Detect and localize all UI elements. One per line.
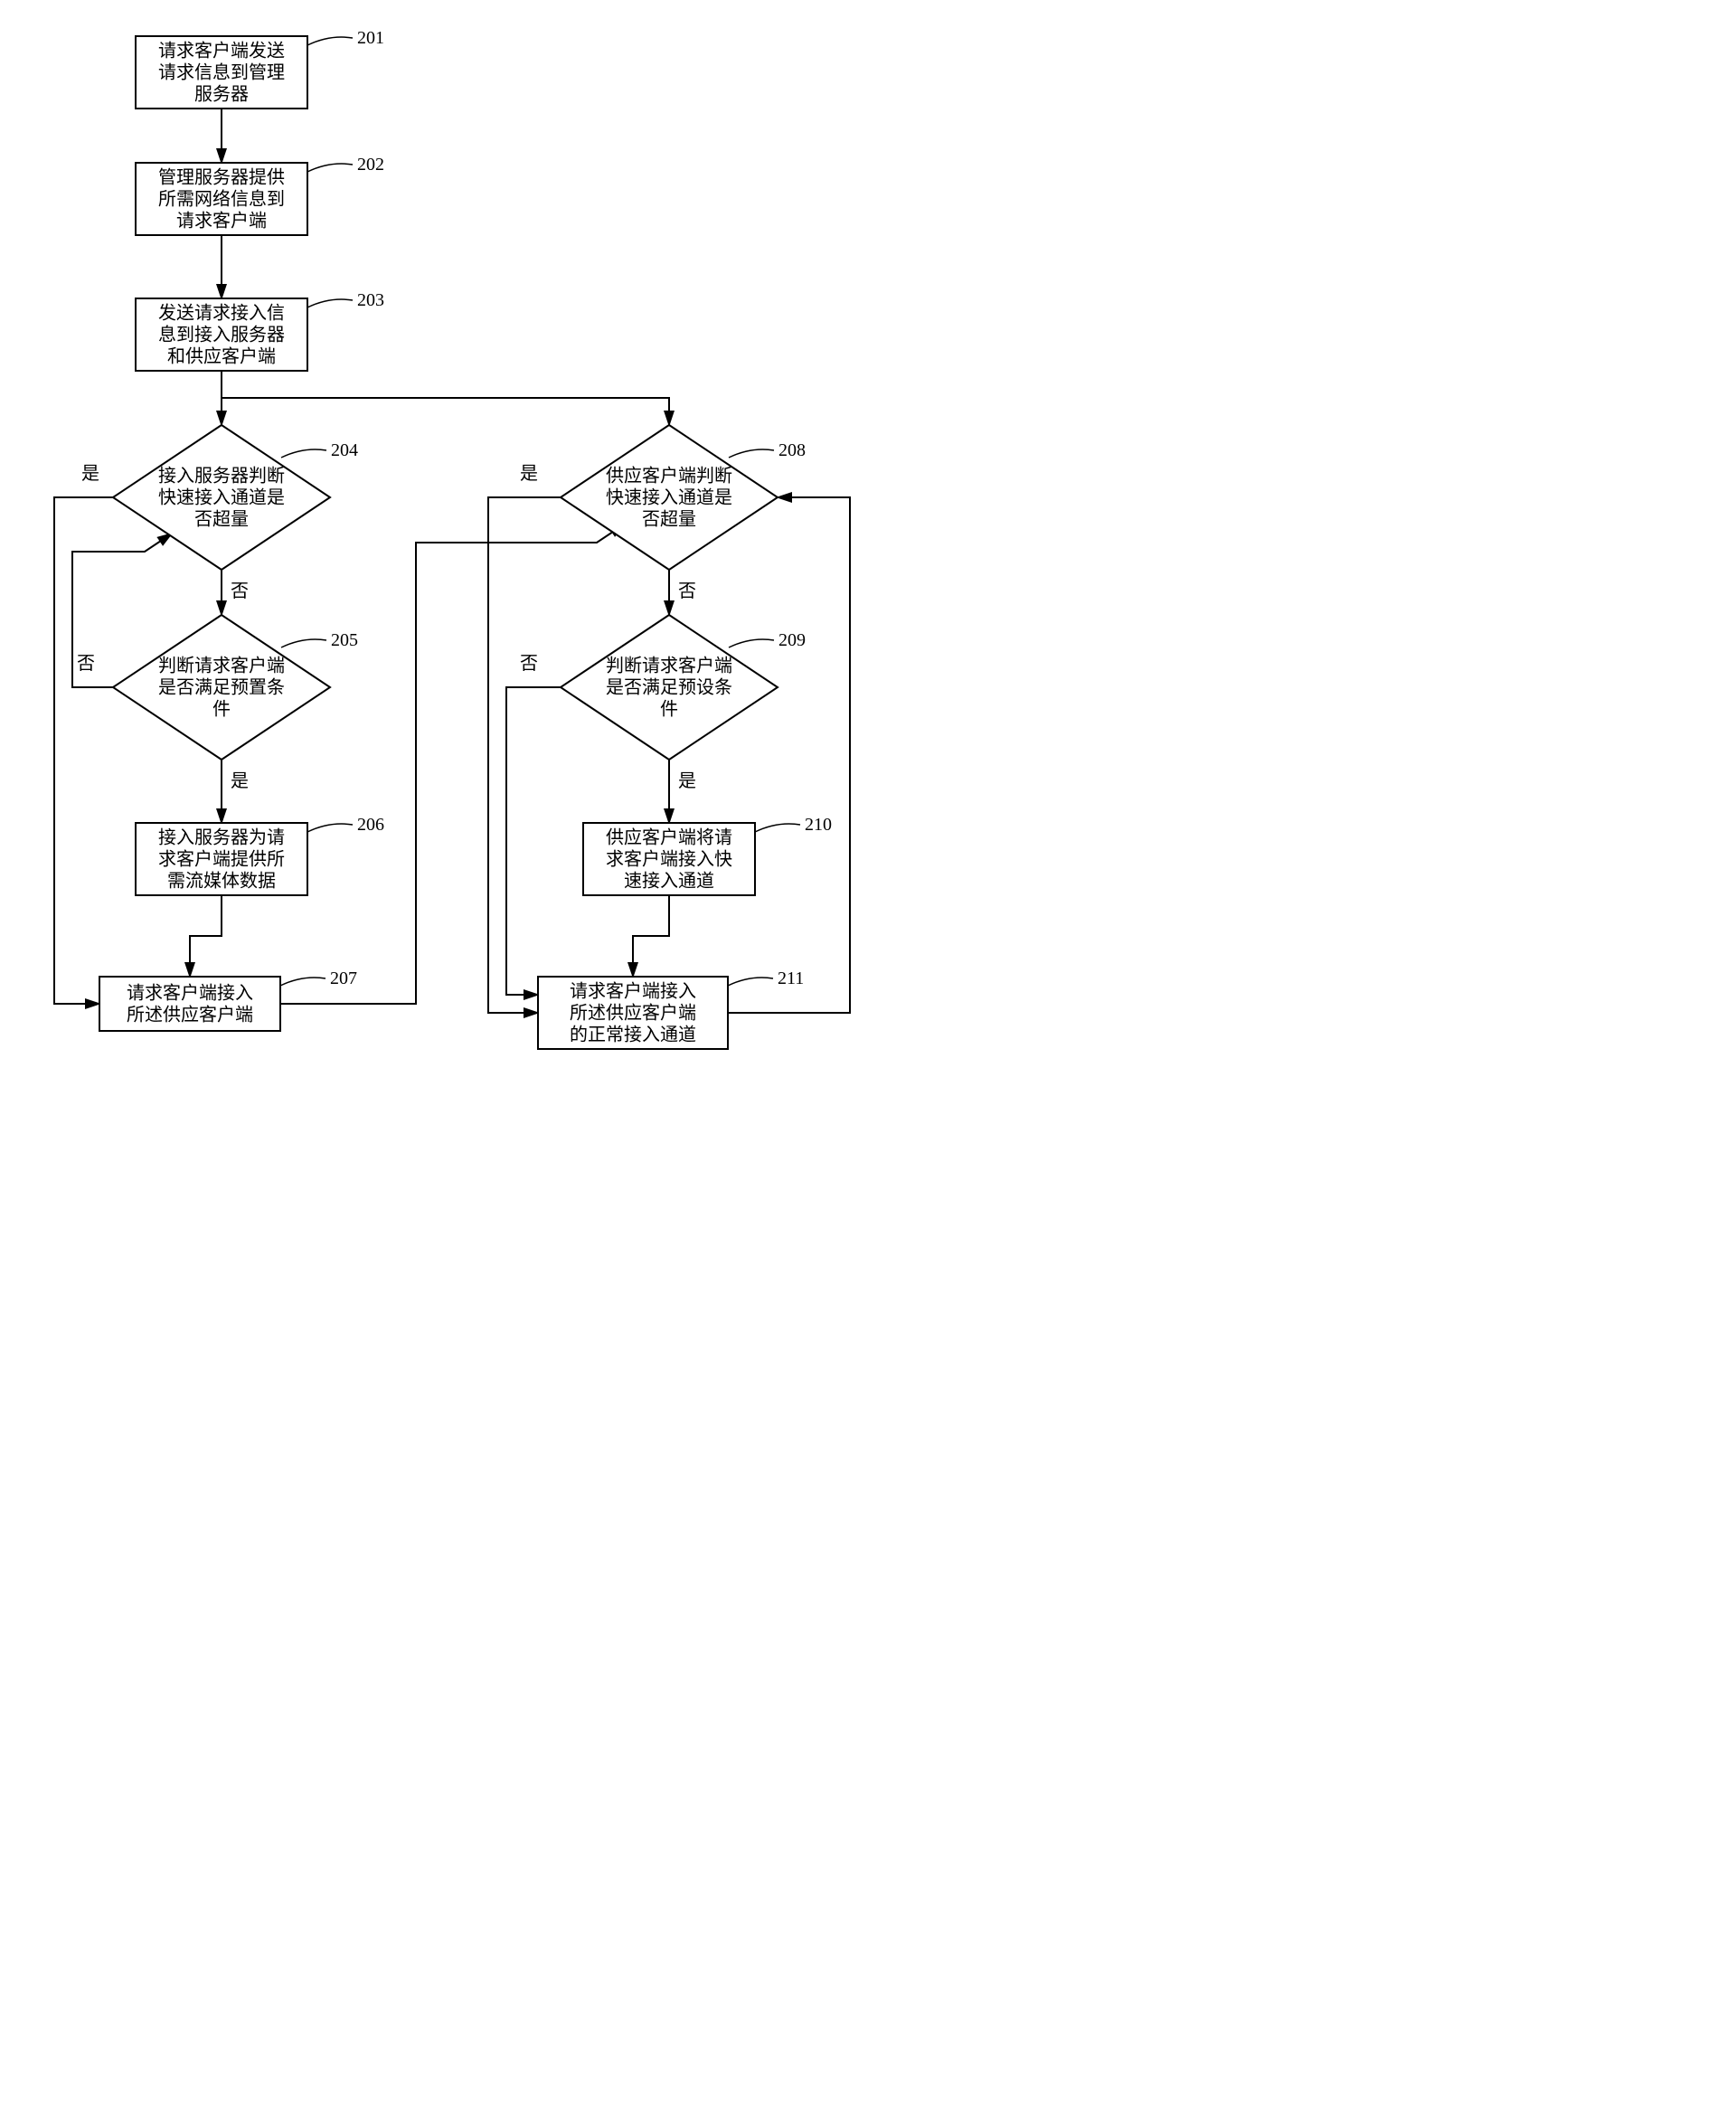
node-tag-n210: 210: [805, 815, 832, 835]
node-tag-n208: 208: [778, 440, 806, 460]
node-tag-n209: 209: [778, 630, 806, 650]
node-text-n207-line0: 请求客户端接入: [127, 983, 253, 1004]
edge-n210-n211: [633, 895, 669, 977]
flowchart-canvas: 否是是否否是是否请求客户端发送请求信息到管理服务器201管理服务器提供所需网络信…: [18, 18, 922, 1121]
node-text-n211-line2: 的正常接入通道: [570, 1025, 696, 1045]
node-tag-n206: 206: [357, 815, 384, 835]
edge-n203-n208: [222, 371, 669, 425]
edge-label-n208-n209: 否: [678, 581, 696, 601]
edge-n204-n207: [54, 497, 113, 1004]
node-tag-n207: 207: [330, 969, 357, 988]
node-text-n203-line1: 息到接入服务器: [158, 325, 285, 345]
node-text-n203-line0: 发送请求接入信: [158, 303, 285, 324]
node-n211: 请求客户端接入所述供应客户端的正常接入通道 211: [538, 969, 804, 1049]
node-n206: 接入服务器为请求客户端提供所需流媒体数据 206: [136, 815, 384, 895]
node-text-n207-line1: 所述供应客户端: [127, 1005, 253, 1025]
node-text-n203-line2: 和供应客户端: [167, 346, 276, 367]
node-text-n208-line2: 否超量: [642, 509, 696, 530]
node-text-n209-line0: 判断请求客户端: [606, 656, 732, 676]
node-text-n202-line1: 所需网络信息到: [158, 189, 285, 210]
node-text-n206-line1: 求客户端提供所: [158, 849, 285, 870]
node-text-n205-line2: 件: [212, 699, 231, 720]
node-text-n210-line1: 求客户端接入快: [606, 849, 732, 870]
edge-label-n209-n210: 是: [678, 771, 696, 791]
node-text-n209-line2: 件: [660, 699, 678, 720]
node-text-n202-line2: 请求客户端: [176, 211, 267, 231]
edge-label-n205-n204: 否: [77, 654, 95, 674]
node-text-n202-line0: 管理服务器提供: [158, 167, 285, 188]
node-text-n208-line1: 快速接入通道是: [606, 487, 732, 508]
edge-label-n209-n211: 否: [520, 654, 538, 674]
node-text-n201-line2: 服务器: [194, 84, 249, 105]
node-text-n211-line0: 请求客户端接入: [570, 981, 696, 1002]
node-text-n205-line1: 是否满足预置条: [158, 677, 285, 698]
edge-n211-n208: [728, 497, 850, 1013]
edge-n208-n211: [488, 497, 561, 1013]
node-text-n206-line0: 接入服务器为请: [158, 827, 285, 848]
node-text-n201-line0: 请求客户端发送: [158, 41, 285, 61]
node-text-n204-line0: 接入服务器判断: [158, 466, 285, 487]
node-text-n205-line0: 判断请求客户端: [158, 656, 285, 676]
node-tag-n205: 205: [331, 630, 358, 650]
edge-label-n205-n206: 是: [231, 771, 249, 791]
edge-label-n204-n207: 是: [81, 464, 99, 484]
node-n209: 判断请求客户端是否满足预设条件 209: [561, 615, 806, 760]
edge-n207-n208: [280, 524, 624, 1004]
edge-label-n204-n205: 否: [231, 581, 249, 601]
edge-n206-n207: [190, 895, 222, 977]
node-n208: 供应客户端判断快速接入通道是否超量 208: [561, 425, 806, 570]
node-text-n211-line1: 所述供应客户端: [570, 1003, 696, 1024]
node-text-n208-line0: 供应客户端判断: [606, 466, 732, 487]
node-tag-n201: 201: [357, 28, 384, 48]
edge-label-n208-n211: 是: [520, 464, 538, 484]
node-text-n204-line2: 否超量: [194, 509, 249, 530]
node-tag-n204: 204: [331, 440, 358, 460]
node-text-n201-line1: 请求信息到管理: [158, 62, 285, 83]
node-n202: 管理服务器提供所需网络信息到请求客户端 202: [136, 155, 384, 235]
node-n205: 判断请求客户端是否满足预置条件 205: [113, 615, 358, 760]
node-tag-n203: 203: [357, 290, 384, 310]
node-tag-n211: 211: [778, 969, 804, 988]
node-text-n210-line2: 速接入通道: [624, 871, 714, 892]
node-tag-n202: 202: [357, 155, 384, 175]
node-text-n206-line2: 需流媒体数据: [167, 871, 276, 892]
node-text-n209-line1: 是否满足预设条: [606, 677, 732, 698]
edge-n209-n211: [506, 687, 561, 995]
node-n201: 请求客户端发送请求信息到管理服务器 201: [136, 28, 384, 109]
node-n210: 供应客户端将请求客户端接入快速接入通道 210: [583, 815, 832, 895]
node-text-n204-line1: 快速接入通道是: [158, 487, 285, 508]
node-n207: 请求客户端接入所述供应客户端 207: [99, 969, 357, 1031]
node-text-n210-line0: 供应客户端将请: [606, 827, 732, 848]
node-n203: 发送请求接入信息到接入服务器和供应客户端 203: [136, 290, 384, 371]
